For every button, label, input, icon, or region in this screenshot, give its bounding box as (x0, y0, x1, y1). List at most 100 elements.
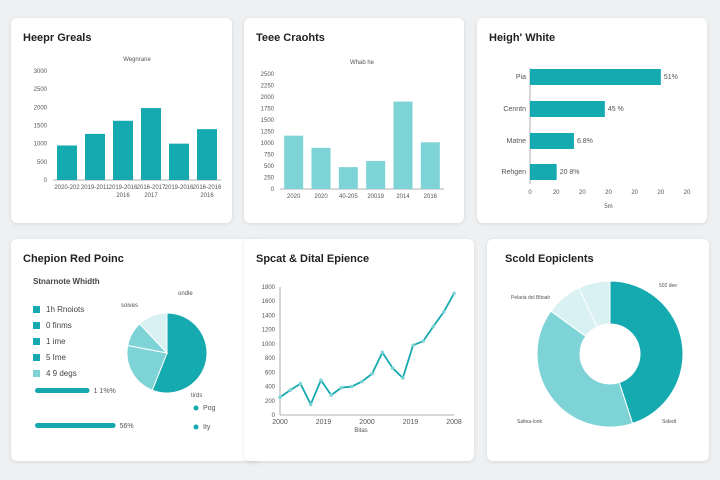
x-tick-label: 2019-2011 (81, 185, 110, 191)
bar (197, 129, 217, 180)
bar (530, 69, 661, 85)
y-tick-label: 1500 (261, 118, 275, 124)
x-tick-label: 20 (657, 190, 664, 196)
y-tick-label: 1800 (262, 285, 276, 291)
donut-slice (578, 280, 611, 328)
progress-bar (35, 423, 116, 428)
chart-title: Chepion Red Poinc (23, 253, 124, 265)
category-label: Cenntn (503, 106, 526, 113)
x-tick-label: 2008 (446, 419, 462, 426)
slice-label: 502 dee (659, 283, 677, 289)
bar (57, 145, 77, 180)
legend-item: 1h Rnoiots (33, 305, 84, 314)
data-point (278, 395, 282, 400)
y-tick-label: 3000 (34, 69, 48, 75)
callout-dot (193, 405, 199, 411)
donut-slice (609, 280, 684, 425)
card-donut-chart: Scold Eopiclents Pelaria dol Bitoalr 502 … (487, 239, 709, 461)
y-tick-label: 2500 (261, 72, 275, 78)
bar (420, 142, 440, 189)
bar-value-label: 45 % (608, 106, 624, 113)
chart-subtitle: Whab he (350, 60, 375, 66)
data-point (319, 378, 323, 382)
x-tick-label: 20 (631, 190, 638, 196)
data-point (390, 366, 395, 370)
data-point (452, 291, 456, 296)
data-point (288, 388, 293, 392)
bar-value-label: 51% (664, 74, 678, 81)
data-point (349, 384, 354, 389)
horizontal-bar-chart: Pia 51% Cenntn 45 % Matne 6.8% Rehgen 20 8% 0 20 2… (501, 68, 691, 210)
bar (284, 135, 304, 189)
pie-chart: soives ondle tirds 1 1%% 56% Pog Ity (35, 291, 216, 431)
x-tick-label: 2016-2017 (137, 185, 166, 191)
legend-swatch (33, 338, 40, 345)
progress-label: 56% (120, 423, 134, 430)
bar (141, 108, 161, 180)
data-point (441, 310, 446, 314)
x-tick-label: 2000 (272, 419, 288, 426)
card-hbar-chart: Heigh' White Pia 51% Cenntn 45 % Matne 6.8% Re… (477, 18, 707, 223)
chart-subtitle: Wegnrane (123, 57, 151, 63)
x-tick-label: 20 (684, 190, 691, 196)
legend-swatch (33, 322, 40, 329)
x-tick-label: 2019 (316, 419, 332, 426)
bar (393, 101, 413, 189)
data-point (308, 402, 313, 407)
x-tick-label: 2016 (424, 194, 438, 200)
progress-bar (35, 388, 90, 393)
data-point (401, 376, 405, 380)
progress-label: 1 1%% (94, 388, 116, 395)
callout-dot (193, 424, 199, 430)
line-chart: 0 200 400 600 800 1000 1200 1400 1600 1800 2000 201… (262, 285, 462, 434)
legend-item: 4 9 degs (33, 369, 77, 378)
y-tick-label: 400 (265, 385, 276, 391)
slice-label: tirds (191, 393, 202, 399)
x-tick-label: 2000 (359, 419, 375, 426)
slice-label: Sidedt (662, 419, 677, 425)
slice-label: Saltea-lonk (517, 419, 543, 425)
y-tick-label: 1000 (34, 142, 48, 148)
chart-title: Heigh' White (489, 32, 556, 44)
card-line-chart: Spcat & Dital Epience 0 200 400 600 800 1000 1… (244, 239, 474, 461)
card-bar-chart-1: Heepr Greals Wegnrane 0 500 1000 1500 2000 250… (11, 18, 232, 223)
x-tick-label: 2014 (396, 194, 410, 200)
x-tick-label: 2016-2016 (193, 185, 222, 191)
bar-value-label: 20 8% (560, 169, 580, 176)
y-tick-label: 2500 (34, 87, 48, 93)
x-tick-label: 2020-202 (54, 185, 80, 191)
chart-title: Spcat & Dital Epience (256, 253, 370, 265)
slice-label: Pelaria dol Bitoalr (511, 295, 551, 301)
slice-label: ondle (178, 291, 193, 297)
y-tick-label: 0 (272, 413, 276, 419)
x-tick-label: 20 (605, 190, 612, 196)
legend-title: Stnarnote Whidth (33, 277, 100, 286)
bar-chart-2: Whab he 0 250 500 750 1000 1250 1500 1750 2000 225… (261, 60, 444, 200)
legend-swatch (33, 354, 40, 361)
callout-label: Pog (203, 405, 216, 412)
x-axis-label: 5m (604, 204, 612, 210)
y-tick-label: 1250 (261, 130, 275, 136)
y-tick-label: 0 (271, 187, 275, 193)
y-tick-label: 1000 (262, 342, 276, 348)
data-point (411, 343, 415, 348)
chart-title: Scold Eopiclents (505, 253, 594, 265)
x-tick-sublabel: 2016 (116, 193, 130, 199)
x-tick-label: 40-205 (339, 194, 358, 200)
y-tick-label: 750 (264, 153, 275, 159)
y-tick-label: 1750 (261, 107, 275, 113)
x-tick-label: 2020 (287, 194, 301, 200)
bar (338, 167, 358, 189)
bar (169, 143, 189, 180)
y-tick-label: 200 (265, 399, 276, 405)
series-line (279, 292, 455, 406)
pie-slice (138, 312, 168, 355)
x-tick-sublabel: 2017 (144, 193, 158, 199)
data-point (339, 385, 344, 390)
y-tick-label: 1500 (34, 124, 48, 130)
y-tick-label: 500 (37, 160, 48, 166)
chart-title: Teee Craohts (256, 32, 325, 44)
pie-slice (126, 344, 168, 391)
x-tick-label: 0 (528, 190, 532, 196)
y-tick-label: 600 (265, 370, 276, 376)
